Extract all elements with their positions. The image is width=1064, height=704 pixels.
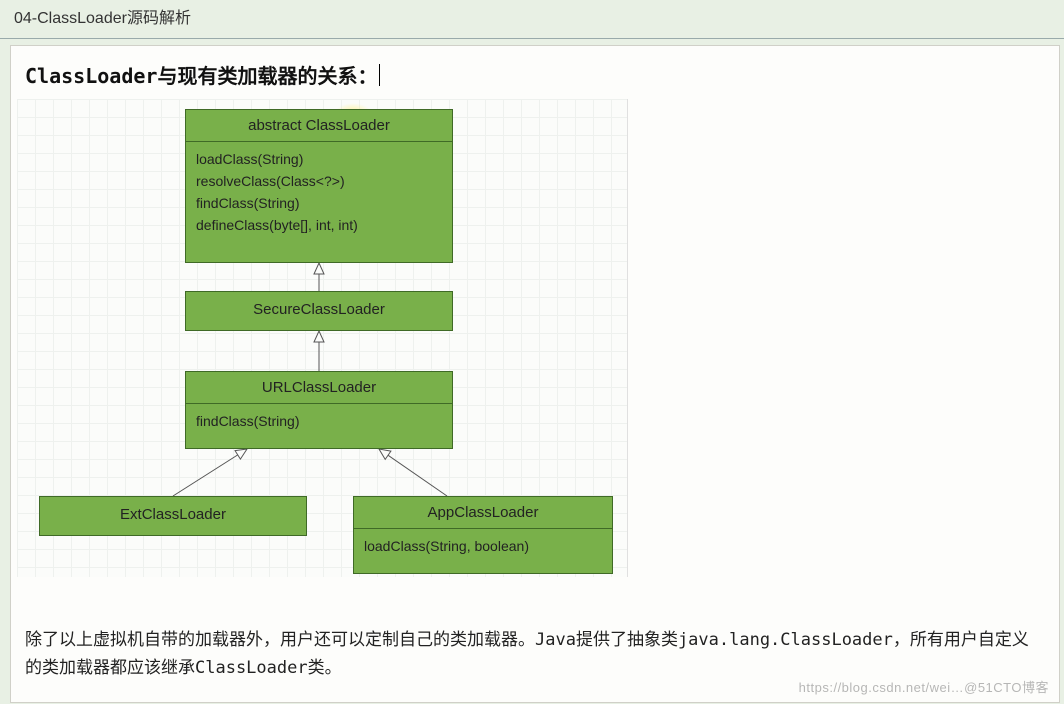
uml-method: findClass(String): [196, 410, 442, 432]
watermark: https://blog.csdn.net/wei…@51CTO博客: [799, 677, 1049, 696]
text-cursor: [379, 64, 380, 86]
uml-node-secure: SecureClassLoader: [185, 291, 453, 331]
uml-node-body: findClass(String): [186, 404, 452, 442]
uml-node-classloader: abstract ClassLoaderloadClass(String)res…: [185, 109, 453, 263]
uml-node-ext: ExtClassLoader: [39, 496, 307, 536]
uml-method: resolveClass(Class<?>): [196, 170, 442, 192]
diagram-canvas: abstract ClassLoaderloadClass(String)res…: [17, 99, 628, 577]
uml-node-title: URLClassLoader: [186, 372, 452, 404]
uml-method: loadClass(String, boolean): [364, 535, 602, 557]
window: 04-ClassLoader源码解析 ClassLoader与现有类加载器的关系…: [0, 0, 1064, 704]
uml-edge: [173, 449, 247, 496]
uml-node-app: AppClassLoader loadClass(String, boolean): [353, 496, 613, 574]
uml-method: defineClass(byte[], int, int): [196, 214, 442, 236]
heading: ClassLoader与现有类加载器的关系：: [11, 46, 1059, 99]
uml-node-title: abstract ClassLoader: [186, 110, 452, 142]
uml-node-title: AppClassLoader: [354, 497, 612, 529]
uml-node-body: loadClass(String)resolveClass(Class<?>)f…: [186, 142, 452, 246]
body-paragraph: 除了以上虚拟机自带的加载器外，用户还可以定制自己的类加载器。Java提供了抽象类…: [25, 626, 1045, 682]
uml-method: loadClass(String): [196, 148, 442, 170]
uml-node-body: loadClass(String, boolean): [354, 529, 612, 567]
uml-edge: [379, 449, 447, 496]
page: ClassLoader与现有类加载器的关系： abstract ClassLoa…: [10, 45, 1060, 703]
heading-text: ClassLoader与现有类加载器的关系：: [25, 64, 377, 88]
uml-method: findClass(String): [196, 192, 442, 214]
window-title: 04-ClassLoader源码解析: [0, 0, 1064, 39]
uml-node-url: URLClassLoader findClass(String): [185, 371, 453, 449]
